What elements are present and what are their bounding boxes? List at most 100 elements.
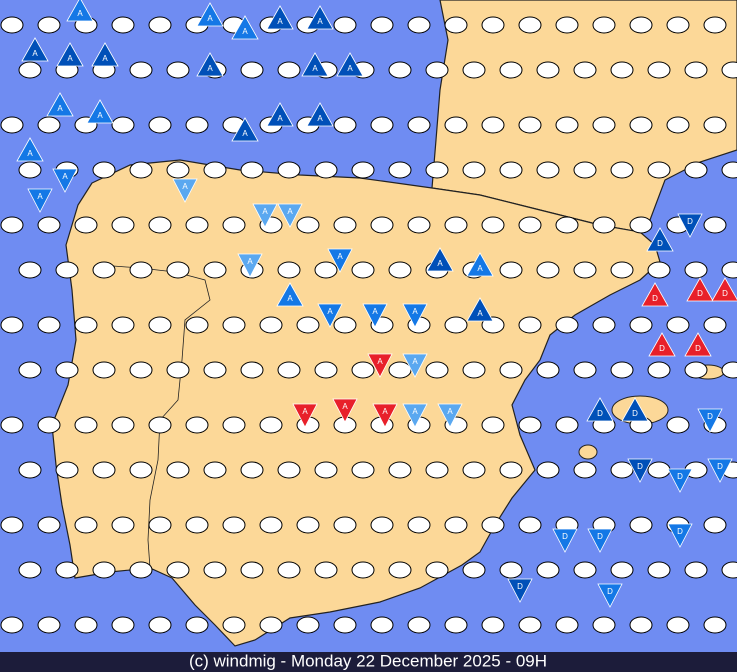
station [18, 261, 42, 279]
station [37, 116, 61, 134]
station [518, 616, 542, 634]
station [166, 561, 190, 579]
station [203, 461, 227, 479]
wind-marker [66, 0, 94, 22]
station [333, 216, 357, 234]
station [407, 216, 431, 234]
marker-label: A [437, 259, 443, 268]
station [573, 261, 597, 279]
marker-label: A [97, 111, 103, 120]
station [37, 216, 61, 234]
station [370, 516, 394, 534]
station [499, 461, 523, 479]
wind-marker [437, 403, 463, 428]
wind-marker [711, 277, 737, 302]
station [721, 361, 737, 379]
wind-marker [172, 178, 198, 203]
station [222, 216, 246, 234]
station [536, 361, 560, 379]
marker-label: A [77, 9, 83, 18]
station [222, 516, 246, 534]
station [481, 616, 505, 634]
station [462, 461, 486, 479]
station [555, 616, 579, 634]
wind-marker [306, 102, 334, 127]
station [444, 616, 468, 634]
station [518, 516, 542, 534]
marker-label: D [632, 409, 638, 418]
station [703, 616, 727, 634]
station [629, 116, 653, 134]
station [129, 261, 153, 279]
station [388, 161, 412, 179]
station [388, 61, 412, 79]
station [111, 616, 135, 634]
marker-label: D [697, 289, 703, 298]
station [55, 461, 79, 479]
station [314, 361, 338, 379]
marker-label: A [412, 407, 418, 416]
wind-marker [646, 227, 674, 252]
wind-marker [372, 403, 398, 428]
station [666, 16, 690, 34]
wind-marker [306, 5, 334, 30]
station [277, 561, 301, 579]
station [74, 416, 98, 434]
marker-label: D [517, 582, 523, 591]
marker-label: D [717, 462, 723, 471]
station [425, 161, 449, 179]
station [296, 516, 320, 534]
station [277, 461, 301, 479]
station [351, 261, 375, 279]
marker-label: A [347, 64, 353, 73]
station [536, 561, 560, 579]
marker-label: D [695, 344, 701, 353]
station [666, 416, 690, 434]
station [703, 216, 727, 234]
station [166, 361, 190, 379]
station [629, 516, 653, 534]
wind-marker [402, 353, 428, 378]
marker-label: A [37, 192, 43, 201]
station [111, 516, 135, 534]
wind-marker [91, 42, 119, 67]
wind-marker [276, 282, 304, 307]
marker-label: A [27, 149, 33, 158]
wind-marker [21, 37, 49, 62]
station [0, 416, 24, 434]
wind-marker [266, 5, 294, 30]
station [333, 316, 357, 334]
station [0, 116, 24, 134]
marker-label: A [207, 14, 213, 23]
marker-label: A [242, 27, 248, 36]
station [629, 16, 653, 34]
station [55, 361, 79, 379]
wind-marker [27, 188, 53, 213]
station [518, 416, 542, 434]
station [351, 161, 375, 179]
wind-marker [56, 42, 84, 67]
marker-label: D [652, 294, 658, 303]
station [407, 116, 431, 134]
station [425, 561, 449, 579]
station [240, 61, 264, 79]
station [684, 161, 708, 179]
station [629, 616, 653, 634]
station [388, 561, 412, 579]
station [148, 316, 172, 334]
station [277, 61, 301, 79]
station [18, 461, 42, 479]
marker-label: A [382, 407, 388, 416]
station [351, 361, 375, 379]
station [185, 616, 209, 634]
station [240, 161, 264, 179]
station [721, 161, 737, 179]
wind-marker [362, 303, 388, 328]
station [444, 516, 468, 534]
station [37, 16, 61, 34]
marker-label: A [287, 207, 293, 216]
station [555, 316, 579, 334]
station [610, 61, 634, 79]
station [277, 261, 301, 279]
marker-label: A [317, 114, 323, 123]
